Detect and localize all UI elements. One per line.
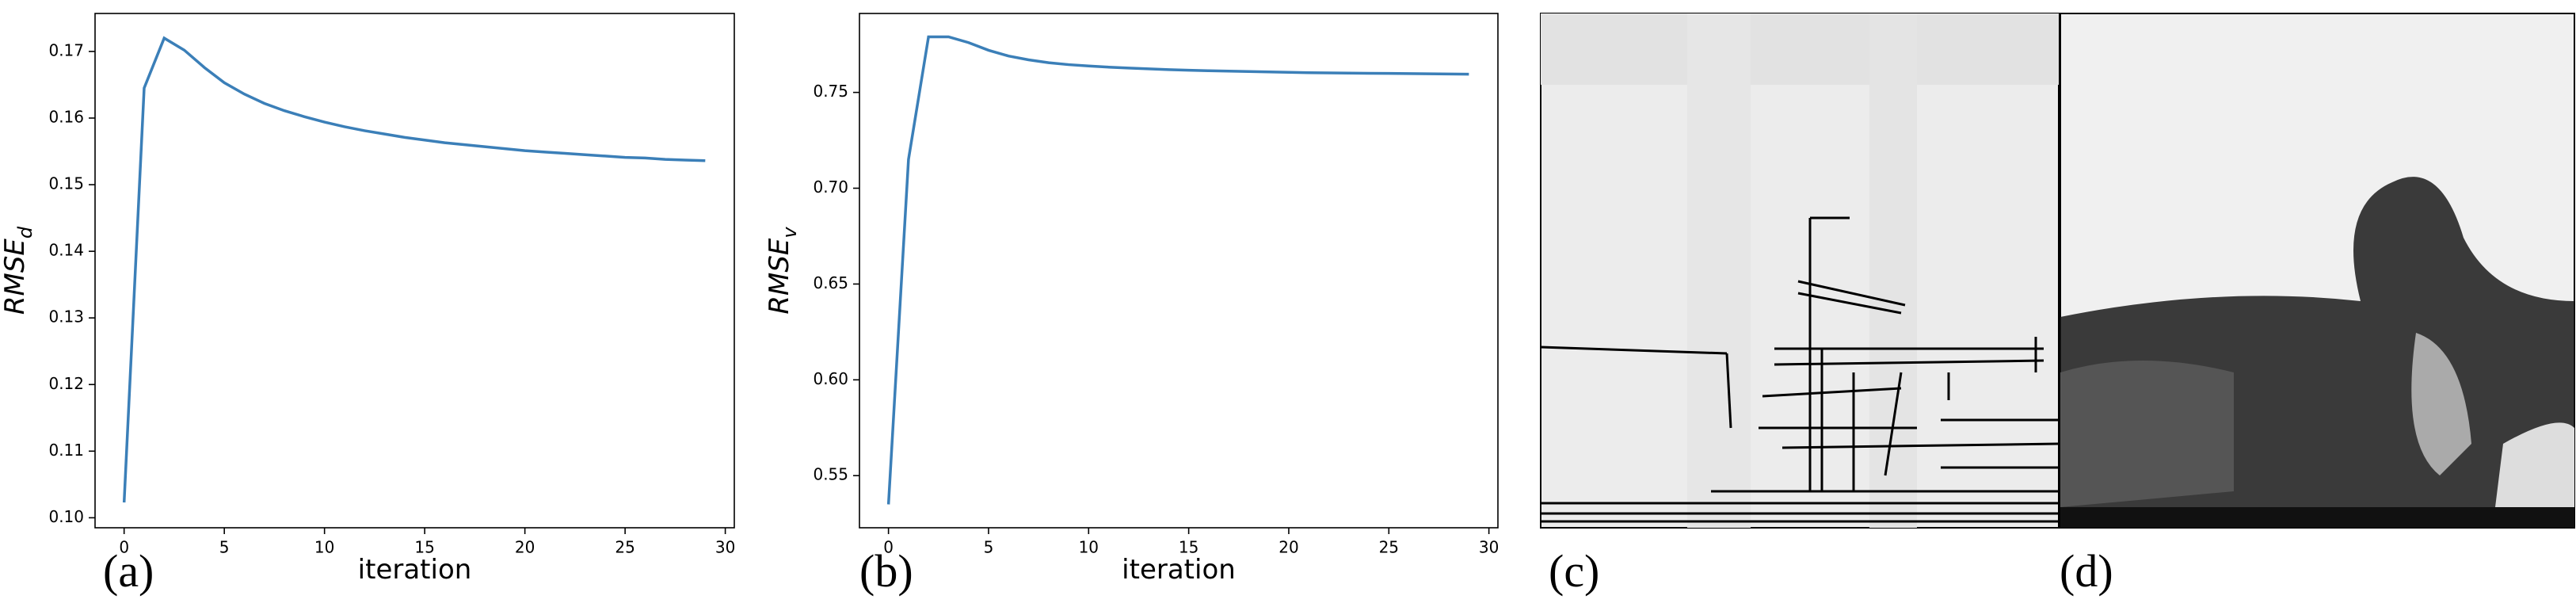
y-tick-label: 0.75	[813, 82, 848, 101]
x-tick-label: 0	[883, 538, 894, 557]
x-axis-label: iteration	[358, 554, 472, 586]
y-axis-label-subscript: d	[14, 226, 36, 239]
x-tick-label: 25	[615, 538, 634, 557]
plot-frame	[94, 13, 735, 529]
x-tick-label: 30	[1479, 538, 1499, 557]
x-tick-label: 20	[515, 538, 535, 557]
plot-frame	[859, 13, 1499, 529]
y-tick-label: 0.11	[48, 441, 84, 460]
x-tick-label: 15	[414, 538, 434, 557]
y-axis-label-main: RMSE	[0, 239, 31, 315]
y-tick-label: 0.15	[48, 174, 84, 193]
y-axis-label: RMSEv	[764, 227, 801, 315]
x-tick-label: 10	[314, 538, 334, 557]
y-tick-label: 0.55	[813, 465, 848, 484]
panel-label: (c)	[1549, 545, 1599, 597]
x-tick-label: 25	[1379, 538, 1399, 557]
y-tick-label: 0.12	[48, 374, 84, 393]
x-tick-label: 30	[715, 538, 735, 557]
x-tick-label: 0	[119, 538, 129, 557]
x-tick-label: 5	[984, 538, 994, 557]
y-tick-label: 0.70	[813, 178, 848, 197]
y-tick-label: 0.16	[48, 107, 84, 126]
y-axis-label: RMSEd	[0, 226, 36, 315]
x-tick-label: 20	[1278, 538, 1298, 557]
image-c	[1540, 13, 2060, 529]
y-axis-label-main: RMSE	[764, 238, 795, 315]
data-line	[122, 36, 706, 503]
y-tick-label: 0.17	[48, 40, 84, 59]
x-tick-label: 5	[219, 538, 230, 557]
y-tick-label: 0.14	[48, 241, 84, 260]
x-tick-label: 15	[1179, 538, 1198, 557]
y-tick-label: 0.13	[48, 307, 84, 326]
y-tick-label: 0.60	[813, 369, 848, 388]
data-line	[886, 35, 1469, 505]
panel-label: (d)	[2060, 545, 2113, 597]
y-tick-label: 0.10	[48, 507, 84, 526]
y-axis-label-subscript: v	[779, 227, 801, 239]
panel-label: (a)	[103, 545, 154, 597]
image-d	[2060, 13, 2575, 529]
y-tick-label: 0.65	[813, 273, 848, 292]
x-axis-label: iteration	[1122, 554, 1236, 586]
chart: 0 5 10 15 20 25 30 0.55 0.60 0.65 0.70 0.75 iteratio…	[764, 13, 1499, 586]
chart: 0 5 10 15 20 25 30 0.10 0.11 0.12 0.13 0.14 0.15 0.16…	[0, 13, 735, 586]
panel-label: (b)	[859, 545, 913, 597]
x-tick-label: 10	[1079, 538, 1099, 557]
